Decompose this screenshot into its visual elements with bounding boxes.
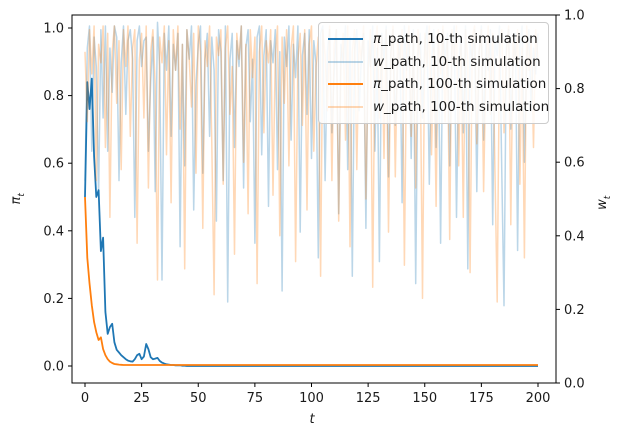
plot-border: [71, 14, 557, 384]
x-tick-label: 125: [356, 391, 381, 406]
y-right-tick-label: 1.0: [564, 9, 585, 24]
y-right-tick-label: 0.2: [564, 303, 585, 318]
y-left-tick-label: 0.4: [43, 224, 64, 239]
x-tick-label: 75: [247, 391, 264, 406]
legend-entry-pi-100: π_path, 100-th simulation: [328, 73, 546, 96]
x-tick-label: 50: [190, 391, 207, 406]
x-axis-symbol: t: [309, 412, 315, 427]
legend-text: _path, 100-th simulation: [381, 76, 547, 93]
legend-line-sample-w-10: [328, 60, 363, 63]
series-line-0: [84, 77, 538, 367]
axis-ticks: 0 25 50 75 100 125 150 175 200 0.0 0.2 0.4 0.6 0.8 1.0…: [43, 9, 584, 407]
y-right-tick-label: 0.8: [564, 82, 585, 97]
x-tick-label: 0: [81, 391, 89, 406]
x-tick-label: 200: [526, 391, 551, 406]
legend-label-w-100: w_path, 100-th simulation: [373, 99, 549, 115]
legend-text: _path, 10-th simulation: [381, 31, 538, 48]
y-left-tick-label: 0.6: [43, 157, 64, 172]
legend-symbol: w: [373, 98, 385, 115]
legend-label-pi-100: π_path, 100-th simulation: [373, 76, 546, 92]
y-left-tick-label: 0.0: [43, 360, 64, 375]
legend-label-w-10: w_path, 10-th simulation: [373, 54, 541, 70]
x-tick-label: 175: [469, 391, 494, 406]
legend-text: _path, 10-th simulation: [384, 53, 541, 70]
legend-symbol: π: [373, 76, 382, 93]
y-left-subscript: t: [16, 193, 27, 197]
y-right-tick-label: 0.4: [564, 229, 585, 244]
legend-entry-w-100: w_path, 100-th simulation: [328, 96, 549, 119]
y-axis-label-right: wt: [595, 183, 613, 223]
legend-symbol: w: [373, 53, 385, 70]
legend-entry-pi-10: π_path, 10-th simulation: [328, 28, 540, 51]
y-left-tick-label: 1.0: [43, 22, 64, 37]
legend-text: _path, 100-th simulation: [384, 98, 550, 115]
y-right-subscript: t: [602, 195, 613, 200]
legend-line-sample-pi-100: [328, 83, 363, 86]
series-line-2: [84, 196, 538, 366]
series-line-3: [84, 25, 539, 303]
x-tick-label: 150: [412, 391, 437, 406]
legend-box: π_path, 10-th simulation w_path, 10-th s…: [318, 22, 549, 124]
y-left-symbol: π: [9, 196, 25, 205]
legend-entry-w-10: w_path, 10-th simulation: [328, 51, 541, 74]
y-right-tick-label: 0.0: [564, 377, 585, 392]
x-axis-label: t: [285, 412, 339, 427]
y-right-tick-label: 0.6: [564, 156, 585, 171]
legend-line-sample-w-100: [328, 105, 363, 108]
y-left-tick-label: 0.8: [43, 89, 64, 104]
legend-line-sample-pi-10: [328, 38, 363, 41]
x-tick-label: 100: [299, 391, 324, 406]
y-left-tick-label: 0.2: [43, 292, 64, 307]
legend-symbol: π: [373, 31, 382, 48]
y-right-symbol: w: [595, 199, 611, 210]
x-tick-label: 25: [133, 391, 150, 406]
y-axis-label-left: πt: [9, 179, 27, 219]
legend-label-pi-10: π_path, 10-th simulation: [373, 31, 538, 47]
